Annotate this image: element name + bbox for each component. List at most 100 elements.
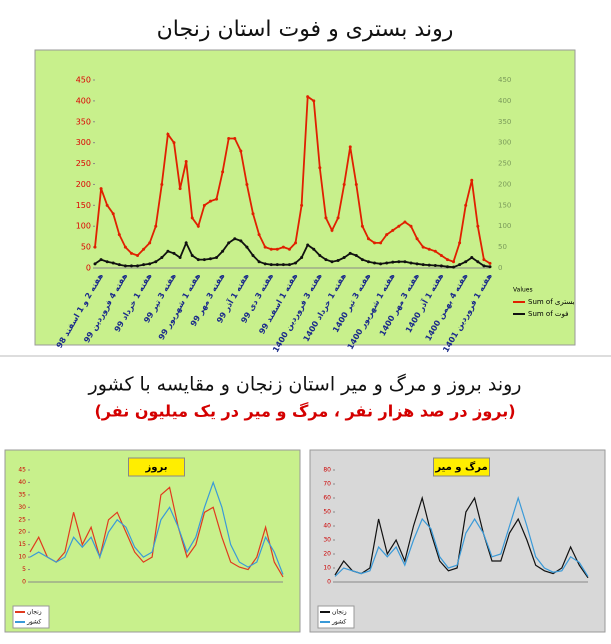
y-tick-label: 25	[18, 516, 26, 523]
chart-panel	[34, 49, 576, 346]
data-point	[196, 258, 200, 262]
data-point	[348, 145, 352, 149]
data-point	[464, 203, 468, 207]
data-point	[281, 263, 285, 267]
data-point	[208, 257, 212, 261]
data-point	[306, 95, 310, 99]
data-point	[99, 187, 103, 191]
data-point	[160, 182, 164, 186]
data-point	[190, 216, 194, 220]
y-tick-label: 20	[18, 529, 26, 536]
y-tick-label: 40	[323, 523, 331, 530]
y-tick-label: 15	[18, 541, 26, 548]
data-point	[427, 263, 431, 267]
data-point	[373, 261, 377, 265]
legend-label: Sum of فوت	[528, 310, 568, 318]
data-point	[111, 261, 115, 265]
data-point	[354, 253, 358, 257]
data-point	[154, 260, 158, 264]
data-point	[208, 199, 212, 203]
y-tick-label: 300	[76, 138, 91, 147]
data-point	[123, 245, 127, 249]
data-point	[470, 256, 474, 260]
data-point	[318, 253, 322, 257]
y-tick-label: 350	[76, 117, 91, 126]
data-point	[251, 253, 255, 257]
data-point	[196, 224, 200, 228]
y-tick-label: 0	[327, 579, 331, 586]
series-line	[334, 495, 589, 579]
y-tick-label: 80	[323, 467, 331, 474]
y-tick-label: 30	[18, 504, 26, 511]
legend-label: Sum of بستری	[528, 298, 575, 306]
data-point	[476, 224, 480, 228]
legend-label: زنجان	[332, 609, 347, 616]
page-title: روند بستری و فوت استان زنجان	[157, 17, 454, 42]
data-point	[312, 247, 316, 251]
data-point	[391, 260, 395, 264]
data-point	[324, 258, 328, 262]
y2-tick-label: 250	[498, 160, 511, 168]
data-point	[148, 262, 152, 266]
data-point	[421, 245, 425, 249]
data-point	[269, 247, 273, 251]
data-point	[294, 241, 298, 245]
section-title: روند بروز و مرگ و میر استان زنجان و مقای…	[88, 374, 522, 396]
y-tick-label: 0	[22, 579, 26, 586]
y-tick-label: 200	[76, 180, 91, 189]
y-tick-label: 100	[76, 222, 91, 231]
section-subtitle: (بروز در صد هزار نفر ، مرگ و میر در یک م…	[94, 402, 515, 421]
data-point	[470, 178, 474, 182]
data-point	[330, 260, 334, 264]
data-point	[184, 159, 188, 163]
data-point	[452, 260, 456, 264]
data-point	[233, 136, 237, 140]
data-point	[354, 182, 358, 186]
data-point	[397, 224, 401, 228]
data-point	[202, 258, 206, 262]
data-point	[324, 216, 328, 220]
data-point	[415, 237, 419, 241]
y2-tick-label: 350	[498, 118, 511, 126]
data-point	[482, 264, 486, 268]
data-point	[148, 241, 152, 245]
data-point	[379, 241, 383, 245]
data-point	[409, 261, 413, 265]
y-tick-label: 5	[22, 566, 26, 573]
data-point	[458, 241, 462, 245]
data-point	[245, 182, 249, 186]
data-point	[239, 239, 243, 243]
y2-tick-label: 150	[498, 201, 511, 209]
data-point	[403, 260, 407, 264]
data-point	[172, 251, 176, 255]
y2-tick-label: 50	[498, 243, 507, 251]
data-point	[239, 149, 243, 153]
data-point	[342, 256, 346, 260]
y-tick-label: 250	[76, 159, 91, 168]
series-line	[334, 495, 589, 577]
data-point	[336, 258, 340, 262]
y-tick-label: 30	[323, 537, 331, 544]
y2-tick-label: 0	[498, 264, 502, 272]
data-point	[227, 241, 231, 245]
y-tick-label: 35	[18, 491, 26, 498]
data-point	[421, 263, 425, 267]
data-point	[312, 99, 316, 103]
data-point	[166, 132, 170, 136]
data-point	[263, 245, 267, 249]
data-point	[476, 260, 480, 264]
data-point	[433, 263, 437, 267]
data-point	[142, 247, 146, 251]
data-point	[263, 262, 267, 266]
data-point	[129, 251, 133, 255]
data-point	[172, 141, 176, 145]
y-tick-label: 0	[86, 264, 91, 273]
data-point	[136, 253, 140, 257]
data-point	[136, 264, 140, 268]
data-point	[464, 260, 468, 264]
y-tick-label: 10	[18, 554, 26, 561]
y-tick-label: 20	[323, 551, 331, 558]
data-point	[99, 258, 103, 262]
data-point	[366, 237, 370, 241]
